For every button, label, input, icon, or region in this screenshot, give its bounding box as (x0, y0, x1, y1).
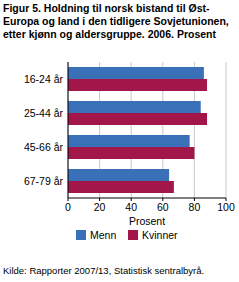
tick-label: 0 (65, 201, 71, 213)
tick-label: 80 (189, 201, 201, 213)
legend-swatch (76, 230, 86, 240)
category-label: 45-66 år (24, 141, 64, 153)
grid-line (226, 62, 227, 198)
tick-label: 20 (94, 201, 106, 213)
legend-label: Menn (90, 229, 116, 241)
axis-label: Prosent (129, 215, 165, 227)
category-label: 67-79 år (24, 175, 64, 187)
grid-line (68, 62, 69, 198)
title: Figur 5. Holdning til norsk bistand til … (3, 2, 236, 41)
legend-swatch (128, 230, 138, 240)
bar (68, 67, 204, 79)
bar (68, 147, 194, 159)
chart: 0 20 40 60 80 100 16-24 år 25-44 år 45-66 år 67-7… (0, 0, 239, 282)
tick-label: 60 (157, 201, 169, 213)
x-axis (68, 198, 226, 199)
tick-label: 40 (125, 201, 137, 213)
bar (68, 101, 201, 113)
tick-label: 100 (217, 201, 235, 213)
bar (68, 181, 174, 193)
y-axis (68, 62, 69, 198)
bar (68, 113, 207, 125)
category-label: 25-44 år (24, 107, 64, 119)
bar (68, 135, 190, 147)
legend-label: Kvinner (142, 229, 178, 241)
bar (68, 79, 207, 91)
bar (68, 169, 169, 181)
bars (68, 67, 207, 193)
legend: Menn Kvinner (76, 229, 178, 241)
source: Kilde: Rapporter 2007/13, Statistisk sen… (3, 265, 204, 276)
category-label: 16-24 år (24, 73, 64, 85)
